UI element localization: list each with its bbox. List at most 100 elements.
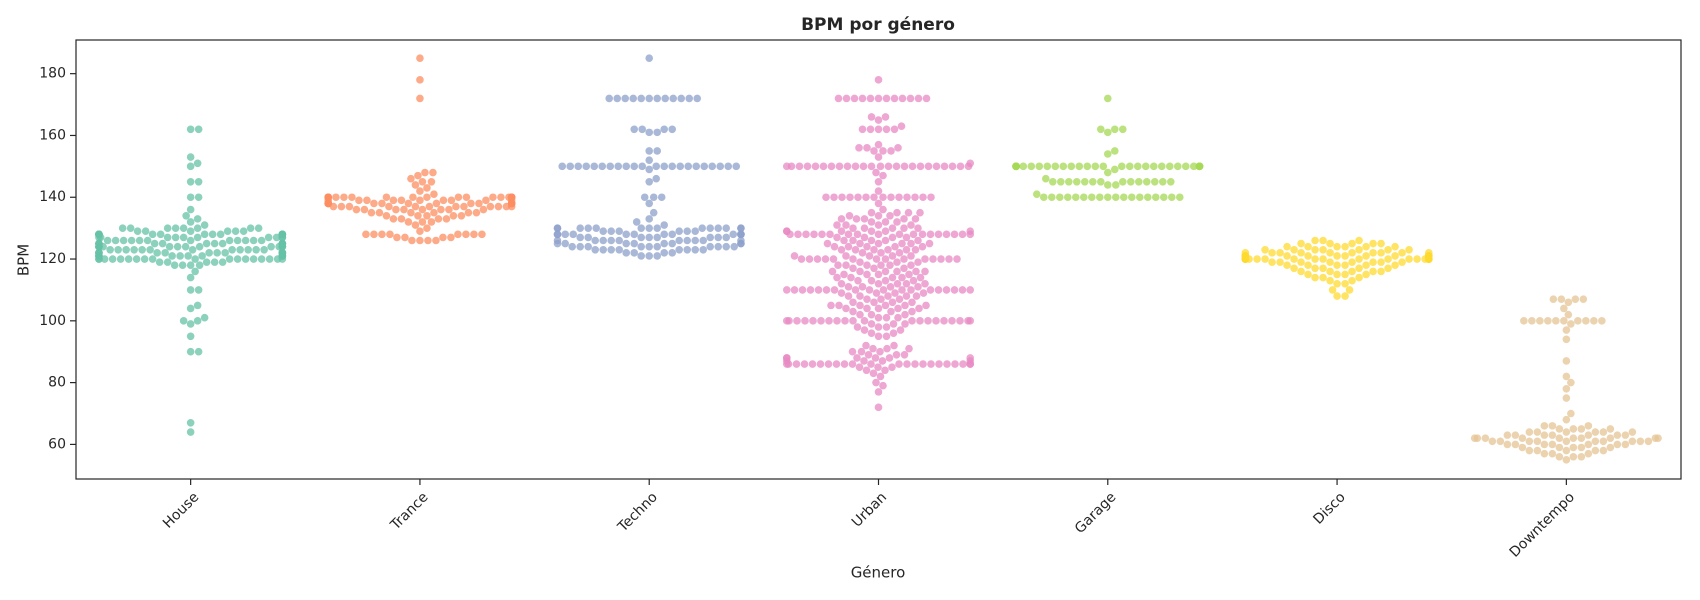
swarm-point <box>1290 245 1298 254</box>
swarm-point <box>874 304 883 313</box>
swarm-point <box>819 162 828 171</box>
swarm-point <box>669 94 678 103</box>
swarm-point <box>1333 242 1341 251</box>
swarm-point <box>900 215 908 223</box>
swarm-point <box>900 255 908 263</box>
swarm-point <box>111 236 120 245</box>
swarm-point <box>1088 178 1097 186</box>
swarm-point <box>934 286 943 294</box>
swarm-point <box>844 242 853 251</box>
swarm-point <box>879 286 888 294</box>
swarm-point <box>1051 162 1060 171</box>
swarm-point <box>630 125 639 134</box>
swarm-point <box>675 245 684 254</box>
swarm-point <box>425 202 434 211</box>
swarm-point <box>645 224 654 232</box>
swarm-point <box>568 242 577 251</box>
swarm-point <box>649 208 658 217</box>
swarm-point <box>1348 239 1356 248</box>
swarm-point <box>1290 255 1298 263</box>
swarm-point <box>1348 258 1356 266</box>
swarm-point <box>657 193 666 202</box>
swarm-point <box>392 205 400 214</box>
swarm-point <box>1567 320 1575 328</box>
swarm-point <box>1533 437 1542 446</box>
swarm-point <box>124 255 133 263</box>
swarm-point <box>1304 270 1312 279</box>
swarm-point <box>1341 270 1349 279</box>
swarm-point <box>1333 270 1341 279</box>
swarm-point <box>1099 162 1108 171</box>
swarm-point <box>1103 94 1112 103</box>
swarm-point <box>901 310 909 319</box>
swarm-point <box>902 279 911 288</box>
swarm-point <box>870 298 878 307</box>
swarm-point <box>1398 249 1406 257</box>
swarm-point <box>607 236 616 245</box>
swarm-point <box>1075 162 1084 171</box>
swarm-point <box>877 249 885 257</box>
swarm-point <box>1564 310 1573 319</box>
swarm-point <box>378 230 386 239</box>
swarm-point <box>1503 440 1512 449</box>
swarm-point <box>684 162 693 171</box>
swarm-point <box>414 211 422 220</box>
swarm-point <box>800 360 809 368</box>
swarm-point <box>414 171 422 180</box>
swarm-point <box>1562 428 1571 436</box>
swarm-point <box>1041 174 1050 183</box>
swarm-point <box>1567 409 1575 418</box>
swarm-point <box>599 236 608 245</box>
swarm-point <box>850 94 859 103</box>
swarm-point <box>1569 443 1578 452</box>
swarm-point <box>863 144 871 152</box>
swarm-point <box>863 295 871 303</box>
swarm-point <box>1557 295 1566 303</box>
swarm-point <box>732 162 741 171</box>
swarm-point <box>652 162 661 171</box>
swarm-point <box>1391 252 1399 260</box>
swarm-point <box>860 233 869 242</box>
swarm-point <box>427 218 436 226</box>
swarm-point <box>1548 440 1557 449</box>
swarm-point <box>924 317 932 325</box>
swarm-point <box>915 304 923 313</box>
swarm-point <box>464 208 473 217</box>
swarm-point <box>427 178 436 186</box>
swarm-point <box>866 94 875 103</box>
swarm-point <box>914 94 923 103</box>
swarm-point <box>385 202 393 211</box>
swarm-point <box>621 94 630 103</box>
swarm-point <box>630 230 639 239</box>
swarm-point <box>1348 249 1356 257</box>
swarm-point <box>908 162 917 171</box>
swarm-point <box>692 162 701 171</box>
swarm-point <box>576 242 585 251</box>
swarm-point <box>849 255 857 263</box>
swarm-point <box>221 249 229 257</box>
swarm-point <box>1518 434 1527 443</box>
swarm-point <box>584 242 593 251</box>
swarm-point <box>352 205 361 214</box>
swarm-point <box>881 227 890 236</box>
swarm-point <box>653 252 662 260</box>
swarm-point <box>163 233 172 242</box>
swarm-point <box>1644 437 1653 446</box>
swarm-point <box>660 125 669 134</box>
swarm-point <box>885 354 894 362</box>
swarm-point <box>798 286 807 294</box>
swarm-point <box>921 279 929 288</box>
swarm-point <box>637 94 646 103</box>
swarm-point <box>937 255 945 263</box>
swarm-point <box>851 245 860 254</box>
swarm-point <box>1012 162 1020 171</box>
swarm-point <box>153 249 161 257</box>
swarm-point <box>825 317 833 325</box>
swarm-point <box>1599 446 1608 455</box>
swarm-point <box>916 208 924 217</box>
swarm-point <box>881 113 890 121</box>
swarm-point <box>186 320 195 328</box>
swarm-point <box>1283 261 1291 270</box>
swarm-point <box>871 354 880 362</box>
swarm-point <box>888 298 897 307</box>
